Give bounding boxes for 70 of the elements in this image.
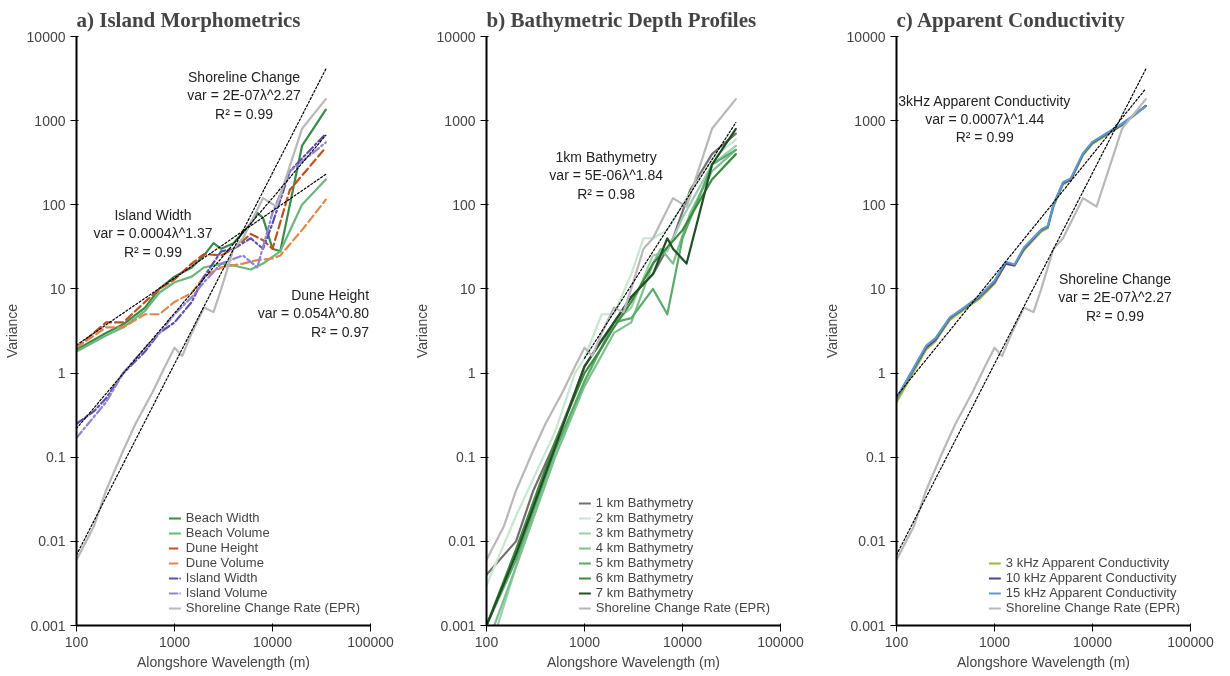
annotation: 3kHz Apparent Conductivity var = 0.0007λ^1.44 R² = 0.99	[898, 92, 1071, 146]
y-tick-label: 0.01	[38, 533, 66, 550]
legend-label: 15 kHz Apparent Conductivity	[1005, 585, 1177, 600]
legend-label: Island Volume	[185, 585, 268, 600]
y-tick-label: 10	[459, 280, 476, 297]
x-axis-title: Alongshore Wavelength (m)	[547, 653, 721, 670]
y-axis-title: Variance	[823, 303, 840, 359]
x-tick-label: 10000	[663, 633, 703, 650]
legend-label: 1 km Bathymetry	[595, 495, 694, 510]
y-tick-label: 100	[862, 196, 886, 213]
legend-label: Dune Height	[185, 540, 259, 555]
legend-label: Beach Volume	[185, 525, 270, 540]
legend-label: Shoreline Change Rate (EPR)	[185, 600, 360, 615]
x-tick-label: 10000	[253, 633, 293, 650]
y-tick-label: 0.1	[866, 449, 886, 466]
legend-label: 3 kHz Apparent Conductivity	[1005, 555, 1170, 570]
annotation: Shoreline Change var = 2E-07λ^2.27 R² = 0.99	[1058, 271, 1172, 324]
x-axis-title: Alongshore Wavelength (m)	[137, 653, 311, 670]
y-tick-label: 0.001	[440, 617, 476, 634]
legend-label: 3 km Bathymetry	[595, 525, 694, 540]
y-tick-label: 100	[452, 196, 476, 213]
legend-label: Dune Volume	[185, 555, 264, 570]
chart-title: a) Island Morphometrics	[76, 7, 301, 32]
y-tick-label: 1	[467, 365, 476, 382]
x-tick-label: 1000	[568, 633, 601, 650]
legend-label: Beach Width	[185, 510, 260, 525]
chart-title: b) Bathymetric Depth Profiles	[486, 7, 757, 32]
x-tick-label: 1000	[158, 633, 191, 650]
x-tick-label: 100000	[757, 633, 805, 650]
y-tick-label: 1	[877, 365, 886, 382]
annotation: Dune Height var = 0.054λ^0.80 R² = 0.97	[257, 286, 370, 340]
y-tick-label: 0.01	[448, 533, 476, 550]
x-tick-label: 100000	[347, 633, 395, 650]
legend-label: 7 km Bathymetry	[595, 585, 694, 600]
legend-label: 5 km Bathymetry	[595, 555, 694, 570]
y-tick-label: 10000	[846, 28, 886, 45]
x-tick-label: 100000	[1167, 633, 1215, 650]
legend-label: 10 kHz Apparent Conductivity	[1005, 570, 1177, 585]
y-tick-label: 1000	[444, 112, 476, 129]
x-tick-label: 100	[884, 633, 909, 650]
legend-label: 6 km Bathymetry	[595, 570, 694, 585]
y-tick-label: 100	[42, 196, 66, 213]
y-tick-label: 1000	[34, 112, 66, 129]
y-tick-label: 0.1	[46, 449, 66, 466]
annotation: Island Width var = 0.0004λ^1.37 R² = 0.99	[93, 206, 213, 260]
legend-label: Shoreline Change Rate (EPR)	[1005, 600, 1180, 615]
y-tick-label: 0.1	[456, 449, 476, 466]
annotation: 1km Bathymetry var = 5E-06λ^1.84 R² = 0.98	[549, 149, 664, 202]
y-tick-label: 10	[49, 280, 66, 297]
x-tick-label: 10000	[1073, 633, 1113, 650]
x-tick-label: 100	[474, 633, 499, 650]
y-tick-label: 0.001	[850, 617, 886, 634]
y-tick-label: 10000	[26, 28, 66, 45]
y-axis-title: Variance	[413, 303, 430, 359]
x-tick-label: 1000	[978, 633, 1011, 650]
legend-label: 2 km Bathymetry	[595, 510, 694, 525]
legend-label: Shoreline Change Rate (EPR)	[595, 600, 770, 615]
x-tick-label: 100	[64, 633, 89, 650]
y-axis-title: Variance	[3, 303, 20, 359]
y-tick-label: 0.01	[858, 533, 886, 550]
y-tick-label: 10	[869, 280, 886, 297]
legend-label: Island Width	[185, 570, 258, 585]
y-tick-label: 1	[57, 365, 66, 382]
y-tick-label: 1000	[854, 112, 886, 129]
chart-title: c) Apparent Conductivity	[896, 7, 1126, 32]
y-tick-label: 10000	[436, 28, 476, 45]
x-axis-title: Alongshore Wavelength (m)	[957, 653, 1131, 670]
annotation: Shoreline Change var = 2E-07λ^2.27 R² = 0.99	[187, 69, 302, 122]
legend-label: 4 km Bathymetry	[595, 540, 694, 555]
y-tick-label: 0.001	[30, 617, 66, 634]
